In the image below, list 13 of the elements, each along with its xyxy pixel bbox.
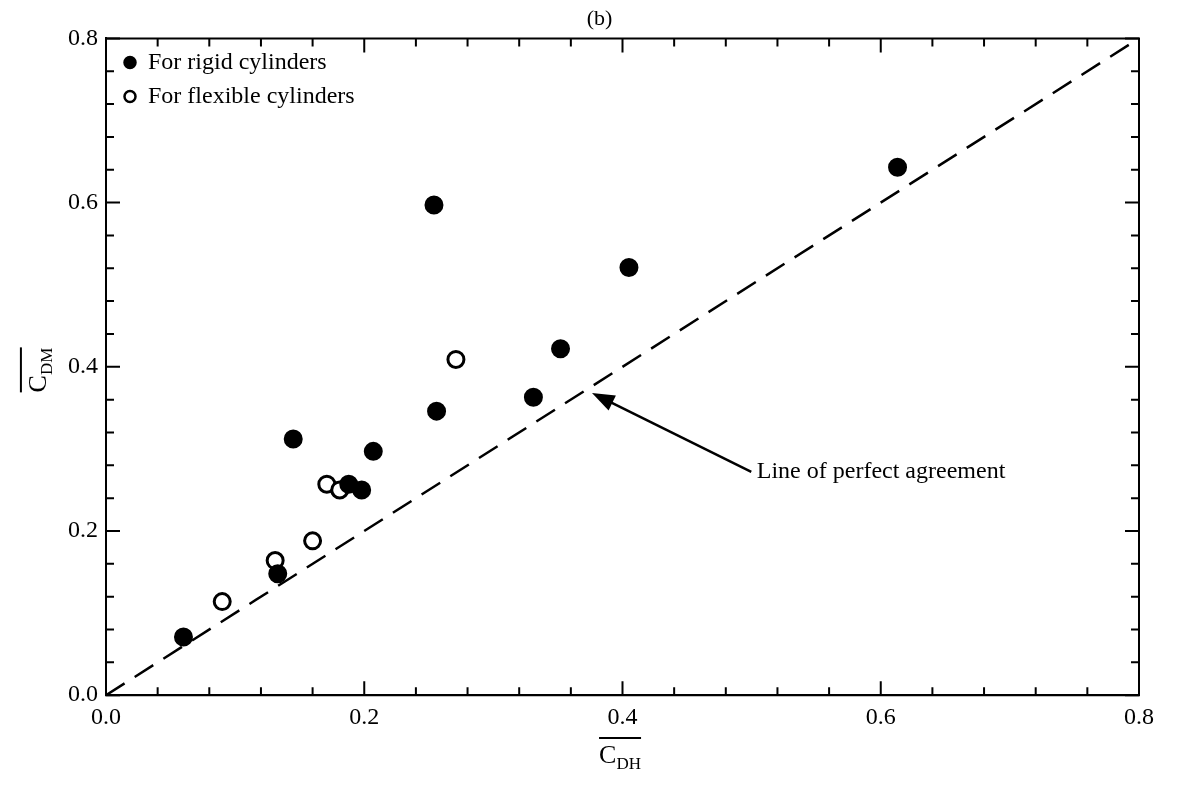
- legend-label: For flexible cylinders: [148, 81, 355, 108]
- x-tick-label: 0.6: [865, 702, 896, 729]
- legend-label: For rigid cylinders: [148, 47, 327, 74]
- x-axis-title: C$_{DH}$: [599, 739, 641, 774]
- x-tick-label: 0.2: [349, 702, 380, 729]
- chart-title: (b): [586, 4, 613, 30]
- y-tick-label: 0.4: [68, 352, 98, 379]
- x-tick-label: 0.4: [607, 702, 638, 729]
- y-tick-label: 0.2: [68, 516, 98, 543]
- y-tick-label: 0.6: [68, 187, 98, 214]
- y-tick-label: 0.8: [68, 23, 98, 50]
- x-tick-label: 0.8: [1124, 702, 1154, 729]
- annotation: Line of perfect agreement: [756, 456, 1006, 484]
